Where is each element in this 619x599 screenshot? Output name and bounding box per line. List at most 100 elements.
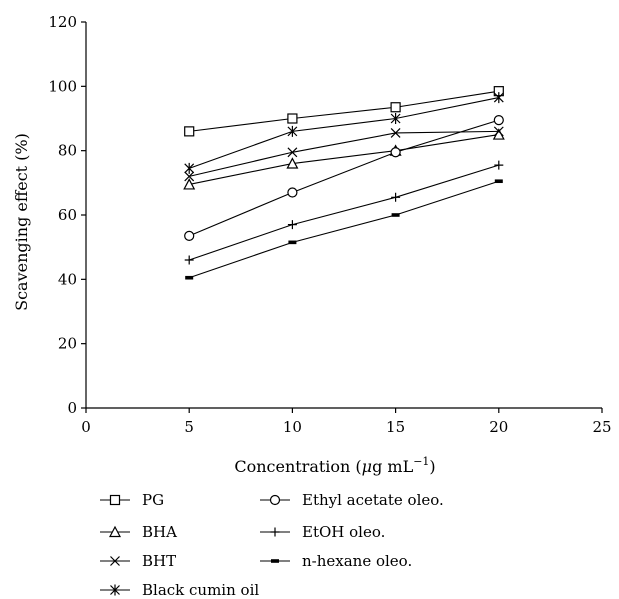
marker-x xyxy=(493,126,504,137)
y-axis-title: Scavenging effect (%) xyxy=(12,133,31,311)
data-point xyxy=(183,178,196,190)
series-line xyxy=(189,97,499,169)
data-point xyxy=(270,527,280,537)
marker-plus xyxy=(391,192,401,202)
marker-square xyxy=(184,126,195,137)
marker-triangle xyxy=(109,525,121,538)
legend-item: BHT xyxy=(100,552,176,570)
data-point xyxy=(493,115,504,126)
series-line xyxy=(189,180,499,279)
data-point xyxy=(391,192,401,202)
y-tick-label: 0 xyxy=(67,399,77,417)
x-tick-label: 15 xyxy=(386,418,405,436)
data-point xyxy=(287,113,298,124)
data-point xyxy=(184,255,194,265)
marker-dash xyxy=(271,559,279,563)
marker-x xyxy=(110,556,120,566)
y-tick-label: 120 xyxy=(48,13,77,31)
series-line xyxy=(189,130,499,177)
marker-plus xyxy=(494,160,504,170)
x-tick-label: 20 xyxy=(489,418,508,436)
series-markers xyxy=(183,86,505,280)
legend-label: PG xyxy=(142,491,164,509)
marker-x xyxy=(184,171,195,182)
data-point xyxy=(288,240,297,245)
marker-dash xyxy=(391,213,400,217)
marker-circle xyxy=(493,115,504,126)
legend: PG BHA BHT Black cumin oil Ethyl acetate ole… xyxy=(100,491,444,599)
data-point xyxy=(185,275,194,280)
marker-asterisk xyxy=(493,92,504,104)
series-line xyxy=(188,119,499,237)
data-point xyxy=(287,220,297,230)
series-line xyxy=(189,134,499,185)
x-axis-title-exponent: −1 xyxy=(413,455,429,468)
x-tick-label: 25 xyxy=(592,418,611,436)
legend-item: BHA xyxy=(100,523,177,541)
marker-plus xyxy=(184,255,194,265)
marker-square xyxy=(390,102,401,113)
data-point xyxy=(493,92,504,104)
data-point xyxy=(184,171,195,182)
legend-item: PG xyxy=(100,491,164,509)
marker-asterisk xyxy=(390,113,401,124)
x-axis-title-unit: g mL xyxy=(372,457,414,476)
marker-plus xyxy=(270,527,280,537)
marker-asterisk xyxy=(184,162,195,174)
data-point xyxy=(493,126,504,137)
legend-item: n-hexane oleo. xyxy=(260,552,412,570)
series-line xyxy=(189,164,499,261)
y-tick-label: 40 xyxy=(58,270,77,288)
legend-label: Ethyl acetate oleo. xyxy=(302,491,444,509)
data-point xyxy=(390,113,401,124)
marker-dash xyxy=(494,179,503,184)
series-lines xyxy=(188,90,499,279)
data-point xyxy=(271,559,279,563)
legend-label: Black cumin oil xyxy=(142,581,259,599)
marker-asterisk xyxy=(110,584,120,596)
data-point xyxy=(287,147,298,158)
x-axis-title: Concentration (μg mL−1) xyxy=(234,455,435,476)
data-point xyxy=(109,494,121,506)
data-point xyxy=(184,230,195,242)
marker-x xyxy=(287,147,298,158)
legend-item: EtOH oleo. xyxy=(260,523,385,541)
data-point xyxy=(494,179,503,184)
data-point xyxy=(287,125,298,137)
y-tick-label: 80 xyxy=(58,142,77,160)
marker-plus xyxy=(287,220,297,230)
legend-label: BHA xyxy=(142,523,177,541)
y-tick-label: 100 xyxy=(48,77,77,95)
y-tick-label: 20 xyxy=(58,335,77,353)
marker-square xyxy=(109,494,121,506)
marker-asterisk xyxy=(287,125,298,137)
legend-item: Black cumin oil xyxy=(100,581,259,599)
data-point xyxy=(110,556,120,566)
marker-triangle xyxy=(286,157,299,169)
y-tick-label: 60 xyxy=(58,206,77,224)
data-point xyxy=(109,525,121,538)
data-point xyxy=(184,162,195,174)
marker-x xyxy=(390,128,401,138)
data-point xyxy=(494,160,504,170)
x-axis-title-mu: μ xyxy=(362,457,372,476)
data-point xyxy=(390,102,401,113)
marker-circle xyxy=(184,230,195,242)
data-point xyxy=(391,213,400,217)
x-tick-label: 10 xyxy=(283,418,302,436)
marker-circle xyxy=(269,494,281,506)
x-axis-title-suffix: ) xyxy=(429,457,435,476)
data-point xyxy=(184,126,195,137)
marker-square xyxy=(287,113,298,124)
x-tick-label: 0 xyxy=(81,418,91,436)
data-point xyxy=(390,128,401,138)
data-point xyxy=(286,157,299,169)
marker-triangle xyxy=(183,178,196,190)
data-point xyxy=(110,584,120,596)
axes: 0 20 40 60 80 100 120 0 5 10 15 20 25 xyxy=(48,13,611,436)
data-point xyxy=(269,494,281,506)
marker-circle xyxy=(390,147,401,158)
legend-label: EtOH oleo. xyxy=(302,523,385,541)
marker-circle xyxy=(287,187,298,198)
